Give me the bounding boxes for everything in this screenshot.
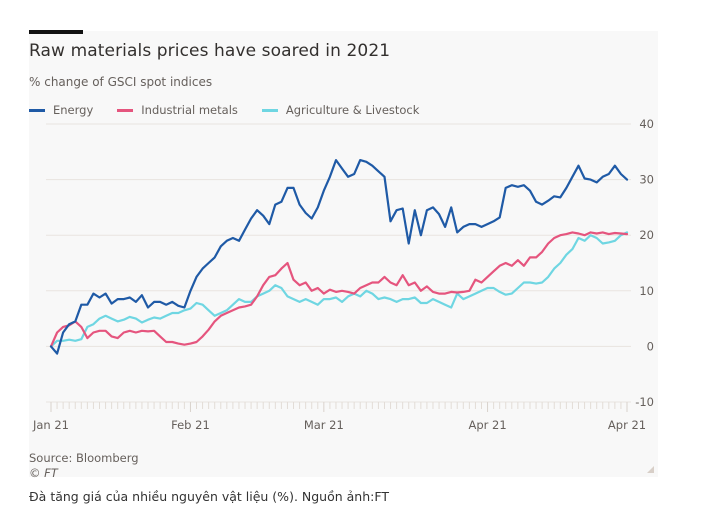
legend-item-industrial-metals: Industrial metals bbox=[117, 103, 238, 117]
x-tick-label: Apr 21 bbox=[608, 418, 646, 432]
legend-swatch-energy bbox=[29, 108, 45, 112]
legend: Energy Industrial metals Agriculture & L… bbox=[29, 103, 443, 117]
y-tick-label: 20 bbox=[639, 228, 654, 242]
resize-handle-icon[interactable] bbox=[647, 466, 654, 473]
y-tick-label: 0 bbox=[647, 339, 654, 353]
series-line-industrial-metals bbox=[49, 231, 629, 348]
legend-swatch-industrial-metals bbox=[117, 108, 134, 112]
y-tick-label: 10 bbox=[639, 284, 654, 298]
legend-swatch-agriculture bbox=[261, 108, 278, 112]
source-note: Source: Bloomberg bbox=[29, 451, 139, 465]
x-tick-label: Apr 21 bbox=[468, 418, 506, 432]
copyright-note: © FT bbox=[29, 466, 58, 480]
legend-item-agriculture: Agriculture & Livestock bbox=[261, 103, 420, 117]
y-tick-label: -10 bbox=[635, 395, 654, 409]
ft-top-bar bbox=[29, 30, 83, 34]
legend-label-industrial-metals: Industrial metals bbox=[141, 103, 238, 117]
x-tick-label: Mar 21 bbox=[304, 418, 344, 432]
chart-subtitle: % change of GSCI spot indices bbox=[29, 75, 213, 89]
chart-panel bbox=[29, 31, 658, 477]
series-line-energy bbox=[49, 159, 629, 355]
chart-title: Raw materials prices have soared in 2021 bbox=[29, 41, 391, 61]
image-caption: Đà tăng giá của nhiều nguyên vật liệu (%… bbox=[29, 489, 389, 504]
legend-item-energy: Energy bbox=[29, 103, 93, 117]
x-tick-label: Feb 21 bbox=[171, 418, 210, 432]
x-tick-label: Jan 21 bbox=[32, 418, 69, 432]
y-tick-label: 30 bbox=[639, 173, 654, 187]
legend-label-agriculture: Agriculture & Livestock bbox=[285, 103, 420, 117]
series-line-agriculture-livestock bbox=[49, 231, 629, 348]
y-tick-label: 40 bbox=[639, 117, 654, 131]
legend-label-energy: Energy bbox=[53, 103, 94, 117]
